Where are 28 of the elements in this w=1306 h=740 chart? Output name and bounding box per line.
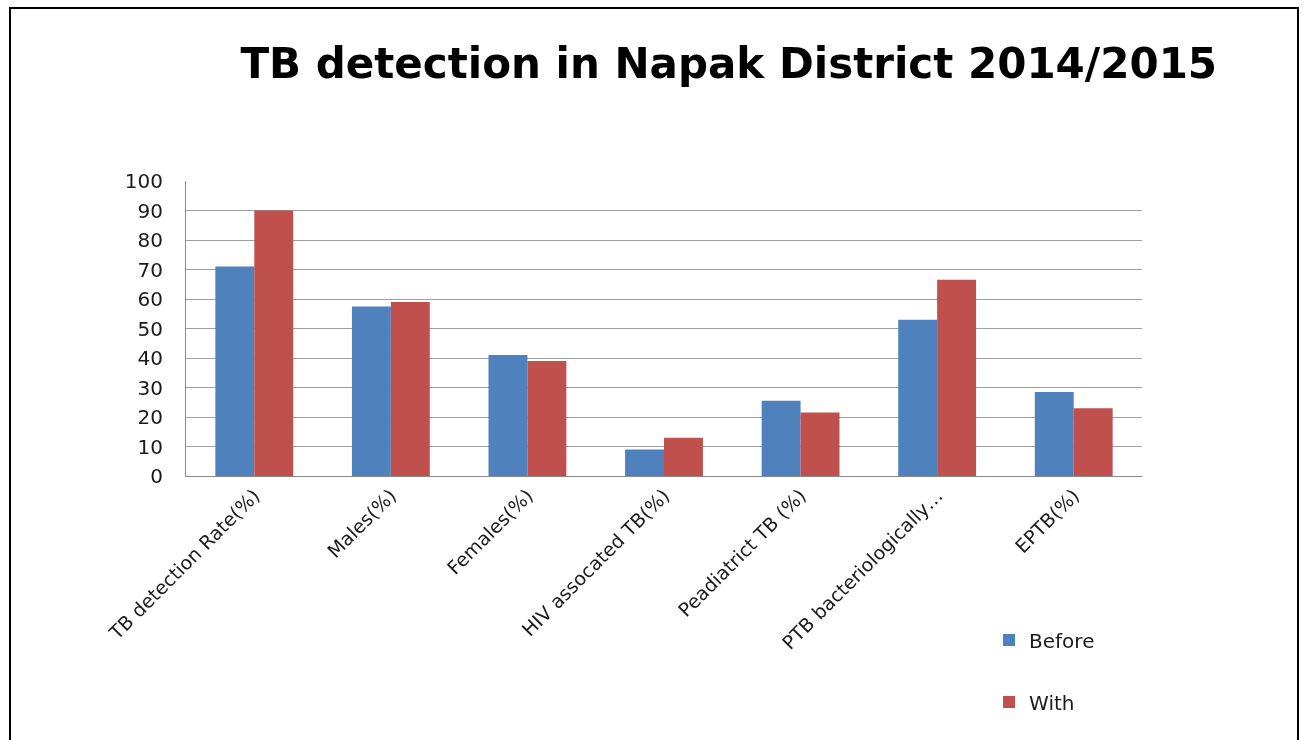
bar — [937, 279, 977, 476]
y-tick-label: 100 — [124, 169, 163, 193]
y-tick-label: 20 — [137, 405, 163, 429]
y-tick-label: 10 — [137, 434, 163, 459]
bar — [1073, 408, 1113, 476]
bar — [898, 319, 938, 476]
bar — [254, 210, 294, 476]
chart-title: TB detection in Napak District 2014/2015 — [240, 38, 1218, 88]
y-tick-label: 80 — [137, 228, 163, 252]
y-tick-label: 0 — [150, 464, 163, 488]
y-tick-label: 70 — [137, 257, 163, 282]
bar — [351, 306, 391, 476]
bar — [761, 400, 801, 476]
y-tick-label: 60 — [137, 287, 163, 311]
y-tick-label: 40 — [137, 346, 163, 370]
y-tick-label: 90 — [137, 198, 163, 223]
bar — [527, 360, 567, 476]
bar — [1034, 391, 1074, 476]
bar — [390, 301, 430, 476]
bar — [664, 437, 703, 476]
bar — [215, 266, 255, 476]
legend-label: With — [1029, 690, 1075, 715]
y-tick-label: 50 — [137, 316, 163, 341]
bar — [488, 355, 528, 476]
bar — [625, 449, 664, 476]
bar — [800, 412, 840, 476]
y-tick-label: 30 — [137, 375, 163, 400]
legend-label: Before — [1029, 628, 1095, 653]
